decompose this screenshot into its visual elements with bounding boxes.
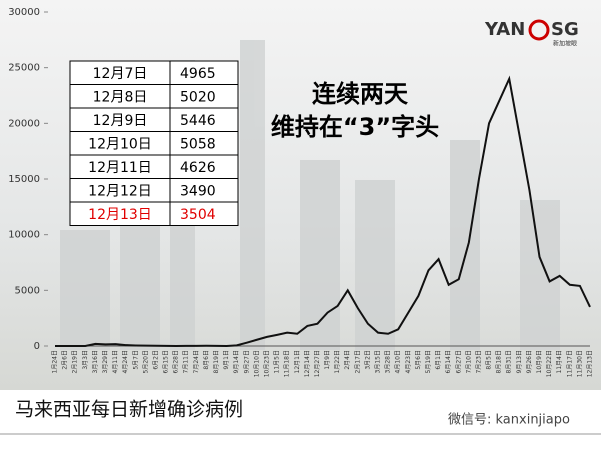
- y-tick-label: 25000: [8, 63, 40, 74]
- x-tick-label: 3月2日: [364, 350, 371, 370]
- table-date: 12月12日: [88, 183, 152, 199]
- x-tick-label: 10月22日: [546, 350, 553, 377]
- y-tick-label: 5000: [15, 285, 40, 296]
- y-tick-label: 30000: [8, 7, 40, 18]
- x-tick-label: 1月22日: [334, 350, 341, 373]
- x-tick-label: 12月13日: [587, 350, 594, 377]
- x-tick-label: 11月5日: [274, 350, 281, 373]
- x-tick-label: 1月9日: [324, 350, 331, 370]
- annotation: 维持在“3”字头: [271, 113, 439, 141]
- x-tick-label: 9月27日: [243, 350, 250, 373]
- table-cases: 3504: [180, 207, 216, 223]
- x-tick-label: 3月16日: [92, 350, 99, 373]
- table-cases: 5058: [180, 136, 216, 152]
- x-tick-label: 5月20日: [142, 350, 149, 373]
- table-date: 12月9日: [93, 113, 148, 129]
- x-tick-label: 9月14日: [233, 350, 240, 373]
- x-tick-label: 6月14日: [445, 350, 452, 373]
- x-tick-label: 6月2日: [152, 350, 159, 370]
- x-tick-label: 8月31日: [506, 350, 513, 373]
- x-tick-label: 8月18日: [496, 350, 503, 373]
- table-cases: 5446: [180, 113, 216, 129]
- x-tick-label: 2月6日: [62, 350, 69, 370]
- x-tick-label: 5月6日: [415, 350, 422, 370]
- x-tick-label: 2月19日: [72, 350, 79, 373]
- x-tick-label: 12月1日: [294, 350, 301, 373]
- x-tick-label: 11月30日: [576, 350, 583, 377]
- x-tick-label: 8月6日: [203, 350, 210, 370]
- logo: YAN: [484, 19, 525, 40]
- table-cell: [169, 201, 239, 226]
- x-tick-label: 5月7日: [132, 350, 139, 370]
- table-cases: 5020: [180, 89, 216, 105]
- x-tick-label: 3月3日: [82, 350, 89, 370]
- x-tick-label: 9月26日: [526, 350, 533, 373]
- x-tick-label: 3月28日: [385, 350, 392, 373]
- x-tick-label: 6月27日: [455, 350, 462, 373]
- x-tick-label: 3月29日: [102, 350, 109, 373]
- x-tick-label: 9月13日: [516, 350, 523, 373]
- footer: 微信号: kanxinjiapo: [448, 413, 570, 428]
- x-tick-label: 10月23日: [263, 350, 270, 377]
- line: [55, 75, 591, 347]
- table-cases: 3490: [180, 183, 216, 199]
- table-date: 12月13日: [88, 207, 152, 223]
- logo: SG: [551, 19, 579, 40]
- table-date: 12月11日: [88, 160, 152, 176]
- x-tick-label: 8月5日: [486, 350, 493, 370]
- x-tick-label: 4月24日: [122, 350, 129, 373]
- x-tick-label: 6月28日: [173, 350, 180, 373]
- x-tick-label: 10月9日: [536, 350, 543, 373]
- x-tick-label: 4月11日: [112, 350, 119, 373]
- x-tick-label: 12月14日: [304, 350, 311, 377]
- table-date: 12月10日: [88, 136, 152, 152]
- x-tick-label: 10月10日: [253, 350, 260, 377]
- x-tick-label: 3月15日: [375, 350, 382, 373]
- footer-bg: [0, 390, 601, 449]
- y-tick-label: 15000: [8, 174, 40, 185]
- x-tick-label: 11月4日: [556, 350, 563, 373]
- x-tick-label: 2月17日: [354, 350, 361, 373]
- logo-mark: [528, 19, 550, 41]
- x-tick-label: 8月19日: [213, 350, 220, 373]
- table-cases: 4965: [180, 66, 216, 82]
- y-tick-label: 20000: [8, 118, 40, 129]
- x-tick-label: 11月18日: [284, 350, 291, 377]
- y-tick-label: 10000: [8, 230, 40, 241]
- table-date: 12月8日: [93, 89, 148, 105]
- x-tick-label: 4月10日: [395, 350, 402, 373]
- x-tick-label: 9月1日: [223, 350, 230, 370]
- logo: 新加坡眼: [553, 40, 577, 48]
- x-tick-label: 5月19日: [425, 350, 432, 373]
- table-date: 12月7日: [93, 66, 148, 82]
- x-tick-label: 7月24日: [193, 350, 200, 373]
- x-tick-label: 2月4日: [344, 350, 351, 370]
- x-tick-label: 4月23日: [405, 350, 412, 373]
- x-tick-label: 11月17日: [566, 350, 573, 377]
- x-tick-label: 7月10日: [465, 350, 472, 373]
- x-tick-label: 1月24日: [52, 350, 59, 373]
- x-tick-label: 6月15日: [163, 350, 170, 373]
- x-tick-label: 6月1日: [435, 350, 442, 370]
- x-tick-label: 7月23日: [475, 350, 482, 373]
- x-tick-label: 7月11日: [183, 350, 190, 373]
- table-cases: 4626: [180, 160, 216, 176]
- x-tick-label: 12月27日: [314, 350, 321, 377]
- y-tick-label: 0: [34, 341, 40, 352]
- chart-title: 马来西亚每日新增确诊病例: [15, 399, 243, 421]
- annotation: 连续两天: [312, 80, 408, 108]
